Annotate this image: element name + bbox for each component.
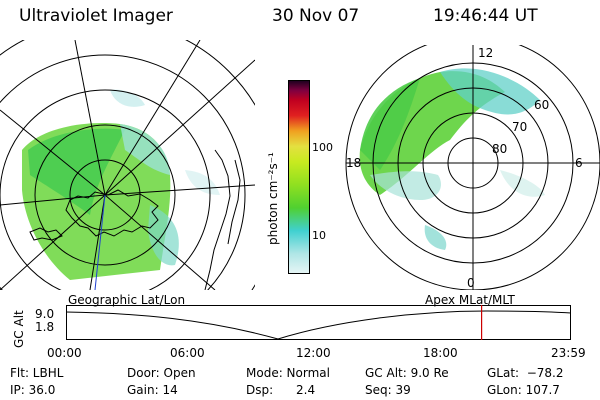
altitude-plot	[66, 305, 571, 340]
color-scale-bar	[288, 80, 310, 274]
coastline	[29, 149, 241, 290]
longitude-lines	[0, 40, 255, 290]
status-door: Door: Open	[127, 366, 196, 380]
altitude-ytick-max: 9.0	[35, 307, 55, 321]
colorbar-tick-10: 10	[312, 229, 326, 242]
colorbar-unit-label: photon cm⁻²s⁻¹	[266, 152, 280, 245]
latitude-circles	[0, 40, 255, 290]
geographic-view	[0, 40, 255, 290]
status-seq: Seq: 39	[365, 383, 411, 397]
altitude-plot-frame	[66, 305, 571, 340]
status-dsp: Dsp: 2.4	[246, 383, 316, 397]
status-ip: IP: 36.0	[10, 383, 56, 397]
time-tick-2359: 23:59	[551, 346, 586, 360]
sun-meridian-line	[94, 194, 106, 290]
time-tick-1200: 12:00	[296, 346, 331, 360]
magnetic-auroral-image	[359, 68, 545, 250]
instrument-title: Ultraviolet Imager	[19, 6, 173, 26]
status-glat: GLat: −78.2	[487, 366, 564, 380]
time-tick-0600: 06:00	[170, 346, 205, 360]
mlt-label-12: 12	[478, 46, 494, 60]
magnetic-panel-label: Apex MLat/MLT	[425, 293, 515, 307]
time-label: 19:46:44 UT	[433, 6, 538, 26]
time-tick-0000: 00:00	[47, 346, 82, 360]
status-filter: Flt: LBHL	[10, 366, 64, 380]
mlt-label-0: 0	[467, 276, 475, 290]
altitude-curve	[66, 310, 571, 340]
status-glon: GLon: 107.7	[487, 383, 560, 397]
mlat-label-80: 80	[492, 142, 508, 156]
status-gc-alt: GC Alt: 9.0 Re	[365, 366, 449, 380]
mlat-label-60: 60	[534, 98, 550, 112]
status-gain: Gain: 14	[127, 383, 178, 397]
geographic-panel-label: Geographic Lat/Lon	[68, 293, 186, 307]
mlt-label-6: 6	[575, 156, 583, 170]
colorbar-tick-100: 100	[312, 141, 333, 154]
altitude-ylabel: GC Alt	[12, 310, 26, 348]
magnetic-view	[345, 45, 600, 290]
status-mode: Mode: Normal	[246, 366, 330, 380]
altitude-ytick-min: 1.8	[35, 320, 55, 334]
mlat-label-70: 70	[512, 120, 528, 134]
date-label: 30 Nov 07	[272, 6, 360, 26]
mlt-label-18: 18	[346, 156, 362, 170]
time-tick-1800: 18:00	[423, 346, 458, 360]
mlt-axes	[346, 45, 600, 290]
